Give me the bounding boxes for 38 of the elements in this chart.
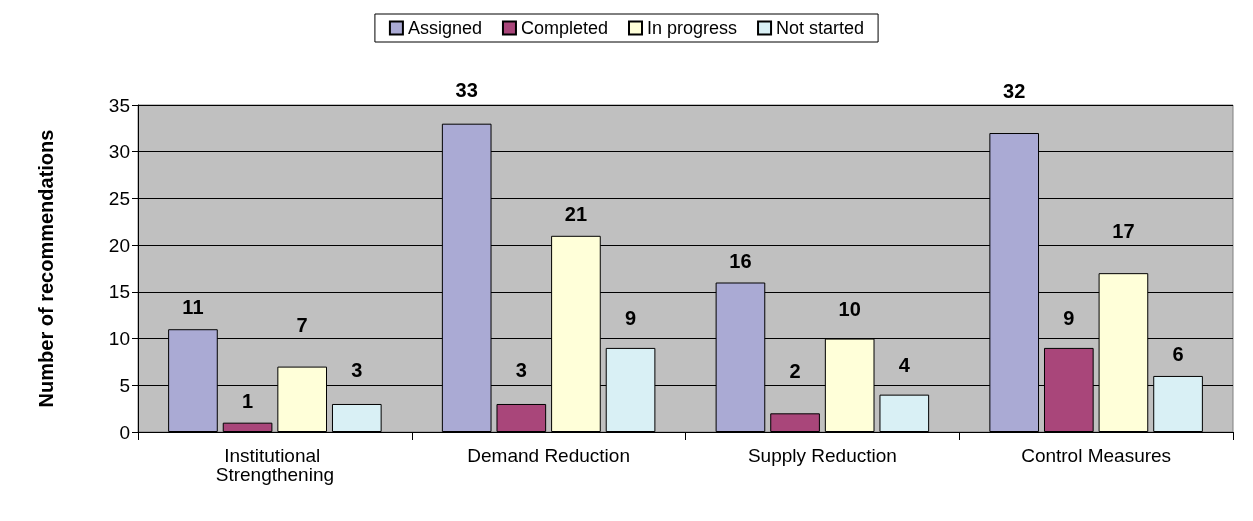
data-label: 3 (351, 358, 363, 381)
y-tick-label: 5 (119, 374, 130, 396)
y-tick-label: 25 (108, 187, 130, 209)
data-label: 9 (1063, 306, 1075, 329)
legend-label: Not started (776, 18, 865, 38)
x-tick-label: Control Measures (1021, 445, 1172, 466)
y-tick-label: 10 (108, 328, 130, 350)
data-label: 9 (625, 306, 637, 329)
data-label: 17 (1112, 220, 1135, 243)
bar (496, 403, 547, 432)
data-label: 6 (1172, 342, 1184, 365)
data-label: 4 (898, 353, 911, 376)
data-label: 3 (515, 358, 527, 381)
data-label: 16 (729, 249, 752, 272)
y-tick-label: 35 (108, 94, 130, 116)
bar (879, 394, 930, 432)
data-label: 10 (838, 297, 861, 320)
bar (770, 413, 820, 432)
legend-label: In progress (647, 18, 738, 38)
y-tick-label: 20 (108, 234, 130, 256)
data-label: 33 (455, 78, 478, 101)
bar (222, 422, 273, 432)
data-label: 11 (182, 296, 204, 319)
y-tick-label: 0 (119, 421, 130, 443)
data-label: 21 (564, 202, 588, 225)
bar (331, 403, 382, 432)
y-tick-label: 30 (108, 141, 130, 163)
data-label: 7 (296, 313, 308, 336)
y-tick-label: 15 (108, 281, 130, 303)
data-label: 1 (242, 389, 254, 412)
data-label: 32 (1003, 80, 1026, 103)
data-label: 2 (789, 360, 801, 383)
x-tick-label: Institutional Strengthening (215, 445, 335, 485)
y-axis-title: Number of recommendations (35, 129, 57, 408)
legend-label: Completed (520, 18, 609, 38)
x-tick-label: Supply Reduction (747, 445, 897, 466)
legend-label: Assigned (407, 18, 482, 38)
x-tick-label: Demand Reduction (467, 445, 630, 466)
